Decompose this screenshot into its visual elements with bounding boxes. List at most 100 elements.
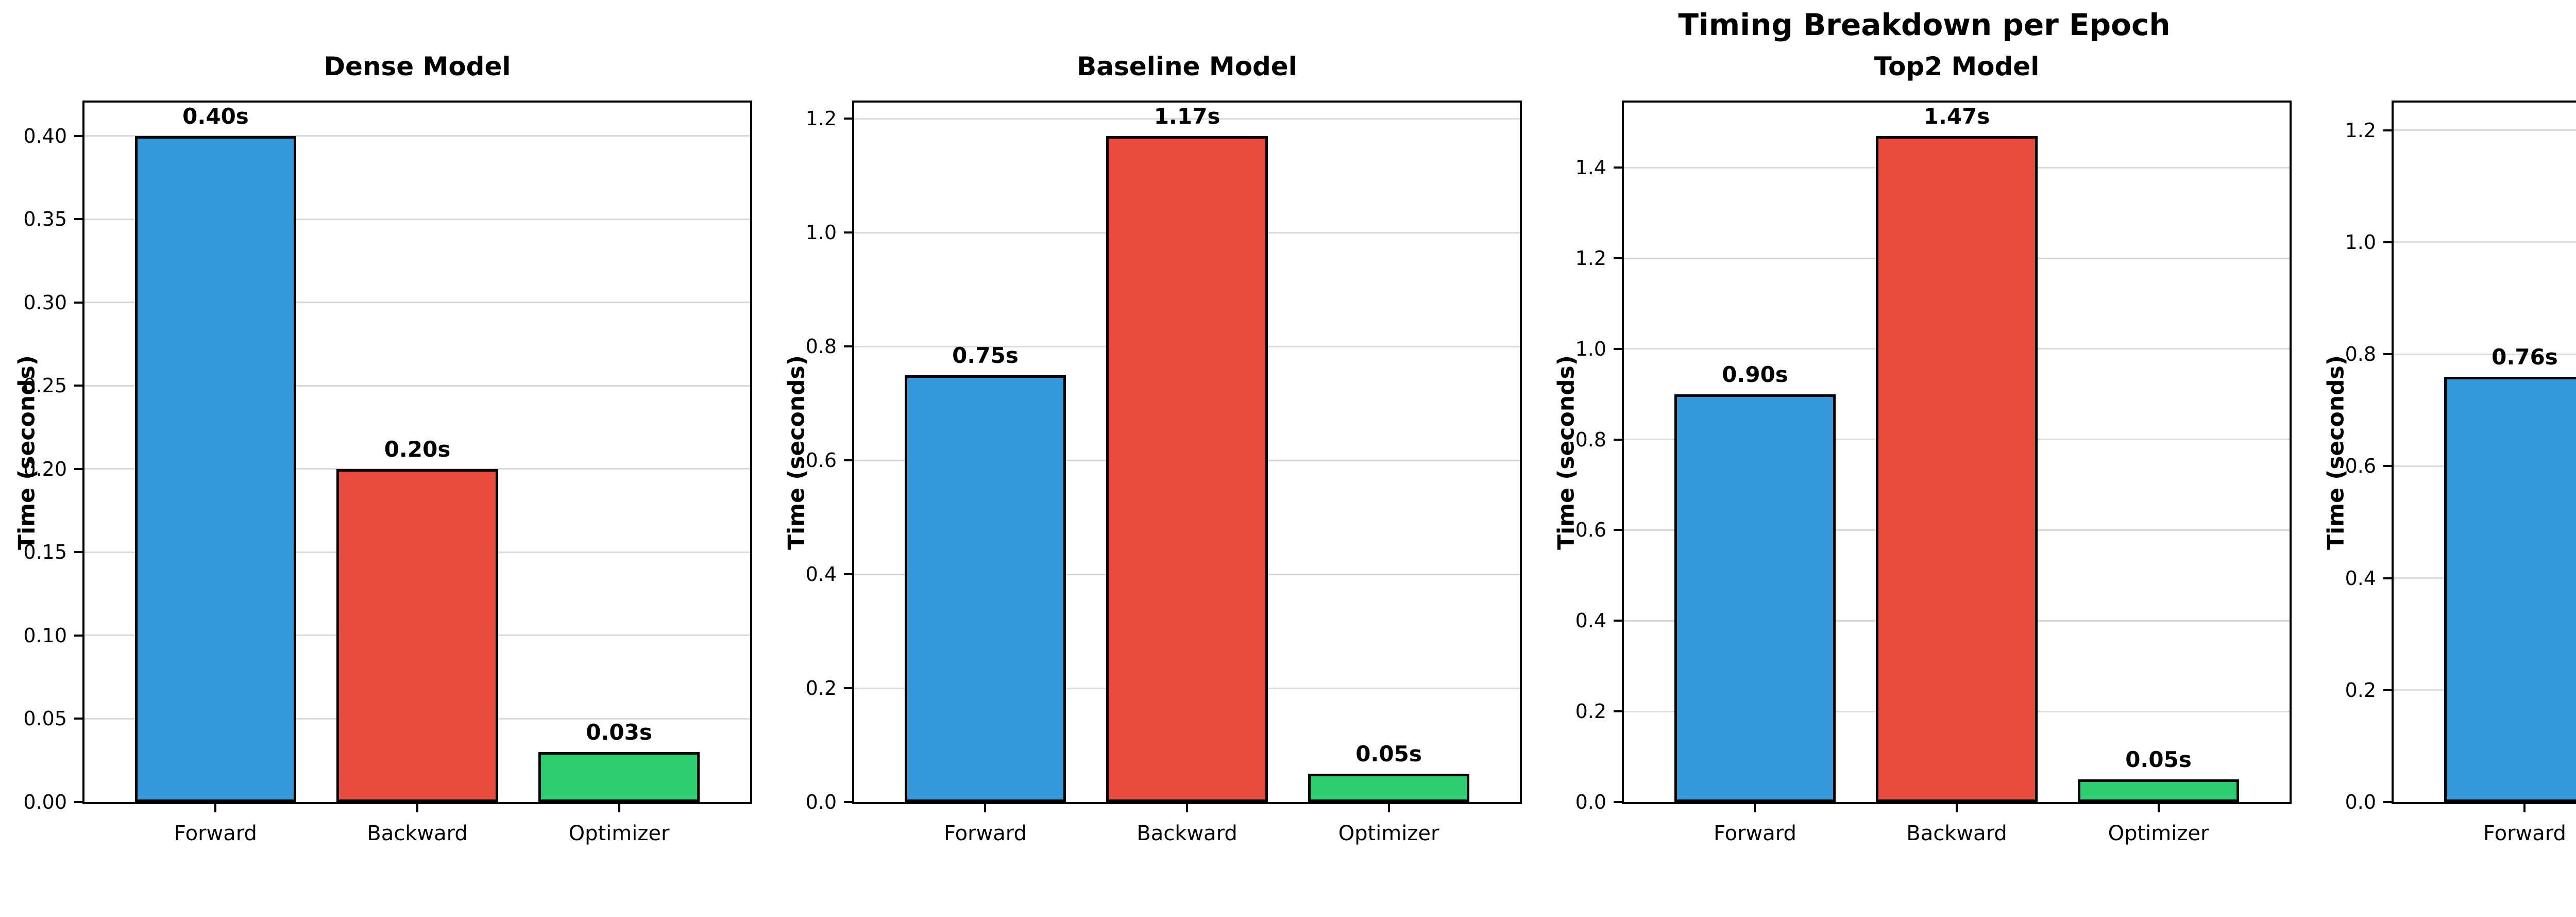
y-tick-label: 0.2 (2345, 678, 2376, 702)
y-tick-label: 0.2 (1575, 700, 1606, 723)
y-tick-label: 0.4 (2345, 566, 2376, 590)
y-tick-mark (2383, 689, 2392, 691)
y-tick-label: 0.8 (805, 335, 837, 358)
y-tick-mark (74, 468, 82, 470)
y-tick-label: 1.4 (1575, 156, 1606, 179)
bar-value-label: 0.75s (952, 342, 1019, 368)
gridline (854, 118, 1520, 120)
plot-area: 0.76s1.19s0.05s (2392, 101, 2576, 804)
gridline (84, 302, 750, 304)
bar-value-label: 0.03s (586, 720, 652, 745)
y-tick-mark (844, 687, 852, 690)
y-tick-label: 0.0 (1575, 791, 1606, 813)
y-tick-label: 1.0 (2345, 230, 2376, 254)
y-tick-mark (2383, 577, 2392, 579)
bar-forward (134, 136, 297, 802)
y-tick-mark (74, 718, 82, 720)
y-tick-mark (1614, 529, 1622, 531)
bar-backward (1106, 136, 1268, 802)
bar-optimizer (1308, 773, 1470, 802)
bar-optimizer (538, 752, 700, 802)
y-tick-mark (1614, 438, 1622, 441)
subplot-title: Strong_reg Model (2392, 52, 2576, 81)
figure-title: Timing Breakdown per Epoch (1678, 7, 2171, 42)
y-tick-label: 0.00 (23, 791, 67, 813)
y-tick-label: 1.2 (1575, 246, 1606, 270)
x-tick-label: Forward (2483, 822, 2566, 845)
y-axis-label: Time (seconds) (2323, 355, 2349, 550)
bar-value-label: 0.05s (2125, 747, 2192, 773)
y-tick-mark (844, 573, 852, 576)
y-tick-mark (844, 345, 852, 348)
y-tick-label: 0.4 (805, 563, 837, 586)
y-tick-label: 0.35 (23, 208, 67, 231)
x-tick-label: Forward (944, 822, 1027, 845)
y-tick-label: 0.2 (805, 677, 837, 700)
y-tick-mark (1614, 347, 1622, 350)
y-tick-mark (844, 801, 852, 803)
bar-value-label: 0.20s (384, 436, 451, 462)
y-tick-label: 0.6 (2345, 455, 2376, 478)
x-tick-mark (984, 804, 987, 812)
y-tick-label: 0.05 (23, 707, 67, 730)
y-tick-label: 0.15 (23, 541, 67, 564)
y-tick-mark (1614, 801, 1622, 803)
subplot-baseline-model: Baseline Model Time (seconds) 0.75s 1.17s 0.… (770, 0, 1539, 917)
bar-value-label: 1.47s (1923, 103, 1990, 129)
bar-value-label: 0.90s (1722, 361, 1788, 387)
x-tick-mark (2157, 804, 2160, 812)
y-tick-label: 0.6 (1575, 519, 1606, 542)
gridline (2394, 353, 2576, 355)
bar-value-label: 0.05s (1355, 741, 1422, 766)
y-tick-mark (74, 634, 82, 637)
y-tick-mark (74, 551, 82, 554)
y-tick-mark (1614, 257, 1622, 259)
bar-forward (1674, 394, 1836, 802)
bar-backward (336, 469, 498, 802)
y-tick-label: 0.8 (2345, 343, 2376, 366)
y-tick-label: 0.25 (23, 374, 67, 397)
y-tick-label: 0.40 (23, 124, 67, 147)
x-tick-label: Optimizer (2108, 822, 2209, 845)
y-tick-label: 1.2 (805, 107, 837, 130)
gridline (2394, 129, 2576, 131)
bar-forward (904, 375, 1066, 802)
y-tick-mark (2383, 353, 2392, 356)
y-tick-label: 0.20 (23, 457, 67, 480)
x-tick-mark (1387, 804, 1390, 812)
y-tick-mark (74, 301, 82, 304)
y-tick-label: 0.4 (1575, 609, 1606, 632)
y-tick-mark (2383, 129, 2392, 131)
y-tick-label: 1.0 (805, 221, 837, 244)
x-tick-label: Backward (1906, 822, 2007, 845)
y-tick-label: 0.6 (805, 449, 837, 472)
y-tick-mark (844, 231, 852, 234)
bar-forward (2444, 376, 2576, 802)
subplot-title: Dense Model (324, 52, 511, 81)
subplot-dense-model: Dense Model Time (seconds) 0.40s 0.20s 0.03s… (0, 0, 770, 917)
bar-backward (1876, 136, 2038, 802)
y-tick-mark (74, 135, 82, 137)
x-tick-label: Optimizer (568, 822, 670, 845)
bar-value-label: 1.17s (1154, 103, 1221, 129)
x-tick-label: Forward (174, 822, 257, 845)
y-tick-mark (844, 459, 852, 462)
y-tick-mark (1614, 620, 1622, 622)
y-tick-label: 0.10 (23, 624, 67, 647)
subplot-top2-model: Top2 Model Time (seconds) 0.90s 1.47s 0.05s 0… (1539, 0, 2309, 917)
bar-optimizer (2077, 779, 2240, 802)
plot-area: 0.90s 1.47s 0.05s (1622, 101, 2292, 804)
y-tick-mark (2383, 465, 2392, 468)
y-tick-label: 0.0 (805, 791, 837, 813)
x-tick-label: Backward (1137, 822, 1238, 845)
y-tick-mark (2383, 241, 2392, 243)
bar-value-label: 0.40s (182, 103, 249, 129)
subplot-title: Baseline Model (1077, 52, 1297, 81)
y-tick-mark (74, 801, 82, 803)
x-tick-mark (214, 804, 217, 812)
plot-area: 0.40s 0.20s 0.03s (82, 101, 752, 804)
y-tick-label: 1.0 (1575, 337, 1606, 360)
x-tick-label: Backward (367, 822, 468, 845)
x-tick-label: Forward (1714, 822, 1797, 845)
